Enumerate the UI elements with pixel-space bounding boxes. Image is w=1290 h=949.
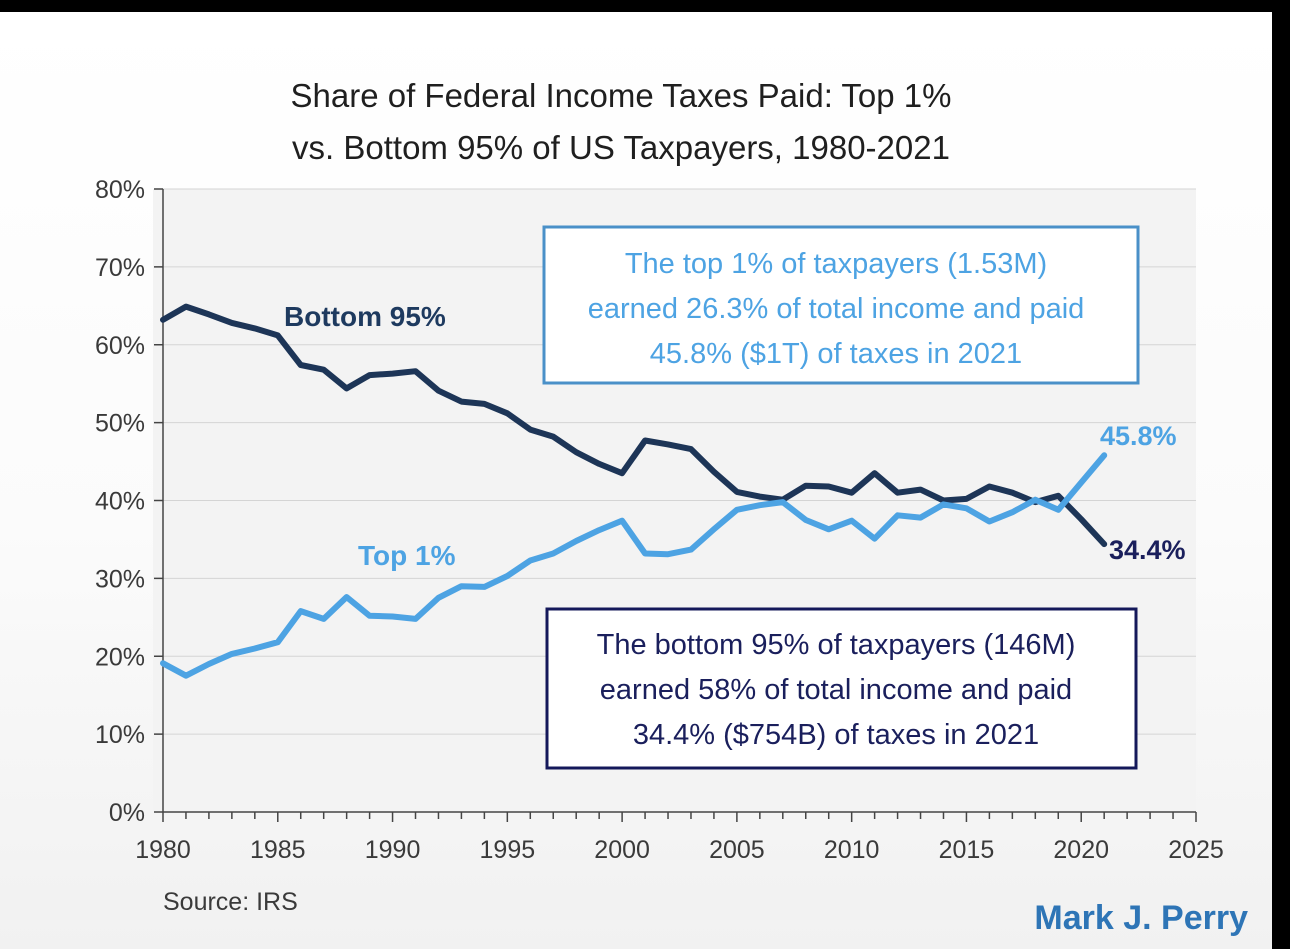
x-tick-label: 1980 [135,836,191,864]
y-tick-label: 80% [95,176,145,204]
x-tick-label: 2015 [939,836,995,864]
annotation-bottom-95-box [545,607,1138,770]
y-tick-label: 50% [95,410,145,438]
series-label-top-1: Top 1% [358,540,456,571]
annotation-bottom-95: The bottom 95% of taxpayers (146M) earne… [545,607,1138,770]
annotation-bottom-95-line-2: earned 58% of total income and paid [600,674,1072,706]
y-tick-label: 40% [95,488,145,516]
x-tick-label: 1985 [250,836,306,864]
y-tick-label: 70% [95,254,145,282]
end-label-bottom-95: 34.4% [1109,535,1186,565]
x-tick-label: 2010 [824,836,880,864]
annotation-top-1: The top 1% of taxpayers (1.53M) earned 2… [542,225,1140,385]
y-tick-label: 30% [95,565,145,593]
annotation-top-1-line-1: The top 1% of taxpayers (1.53M) [625,248,1047,280]
annotation-top-1-line-2: earned 26.3% of total income and paid [588,293,1085,325]
x-tick-label: 1995 [480,836,536,864]
source-note: Source: IRS [163,888,298,916]
y-tick-label: 60% [95,332,145,360]
annotation-bottom-95-line-1: The bottom 95% of taxpayers (146M) [597,629,1076,661]
annotation-top-1-line-3: 45.8% ($1T) of taxes in 2021 [650,338,1022,370]
x-tick-label: 2020 [1053,836,1109,864]
x-tick-label: 2025 [1168,836,1224,864]
x-tick-label: 1990 [365,836,421,864]
series-line-top-1 [160,452,1108,679]
author-credit: Mark J. Perry [1034,899,1248,937]
y-tick-label: 10% [95,721,145,749]
y-tick-label: 20% [95,643,145,671]
y-tick-label: 0% [109,799,145,827]
series-line-bottom-95 [160,303,1108,548]
axes: 0% 10% 20% 30% 40% 50% 60% 70% 80% 1980 1985 1990 19… [95,176,1224,864]
chart-title-line-2: vs. Bottom 95% of US Taxpayers, 1980-202… [292,129,950,166]
series-lines [160,303,1108,679]
annotation-top-1-box [542,225,1140,385]
x-tick-label: 2005 [709,836,765,864]
x-tick-label: 2000 [594,836,650,864]
series-label-bottom-95: Bottom 95% [284,301,446,332]
annotation-bottom-95-line-3: 34.4% ($754B) of taxes in 2021 [633,719,1039,751]
chart-title-line-1: Share of Federal Income Taxes Paid: Top … [291,77,952,114]
end-label-top-1: 45.8% [1100,421,1177,451]
